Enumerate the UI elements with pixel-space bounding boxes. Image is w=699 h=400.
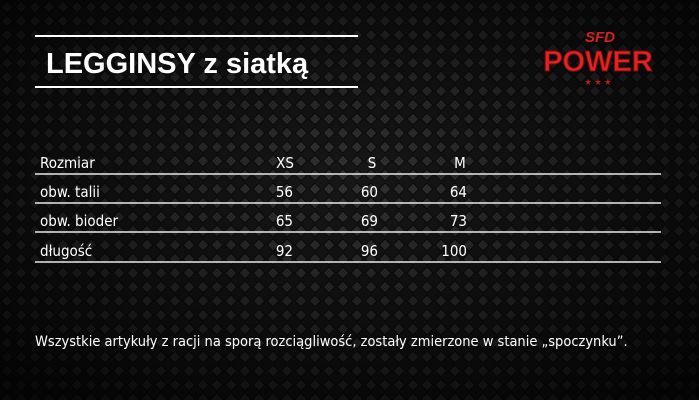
cell: 100 <box>441 242 467 260</box>
header-cell: S <box>368 154 377 172</box>
note: Wszystkie artykuły z racji na sporą rozc… <box>35 334 628 350</box>
logo-top: SFD <box>585 29 615 46</box>
header-cell: Rozmiar <box>40 154 95 172</box>
logo-main: POWER <box>543 46 653 78</box>
cell: 64 <box>450 183 467 201</box>
cell: 56 <box>276 183 293 201</box>
header-cell: M <box>454 154 466 172</box>
cell: 92 <box>276 242 293 260</box>
cell: 96 <box>361 242 378 260</box>
cell: 60 <box>361 183 378 201</box>
cell: 65 <box>276 212 293 230</box>
title: LEGGINSY z siatką <box>46 48 309 80</box>
cell: obw. talii <box>40 183 100 201</box>
cell: 73 <box>450 212 467 230</box>
cell: 69 <box>361 212 378 230</box>
header-cell: XS <box>276 154 294 172</box>
logo-stars: ★ ★ ★ <box>585 78 612 88</box>
cell: obw. bioder <box>40 212 119 230</box>
cell: długość <box>40 242 92 260</box>
